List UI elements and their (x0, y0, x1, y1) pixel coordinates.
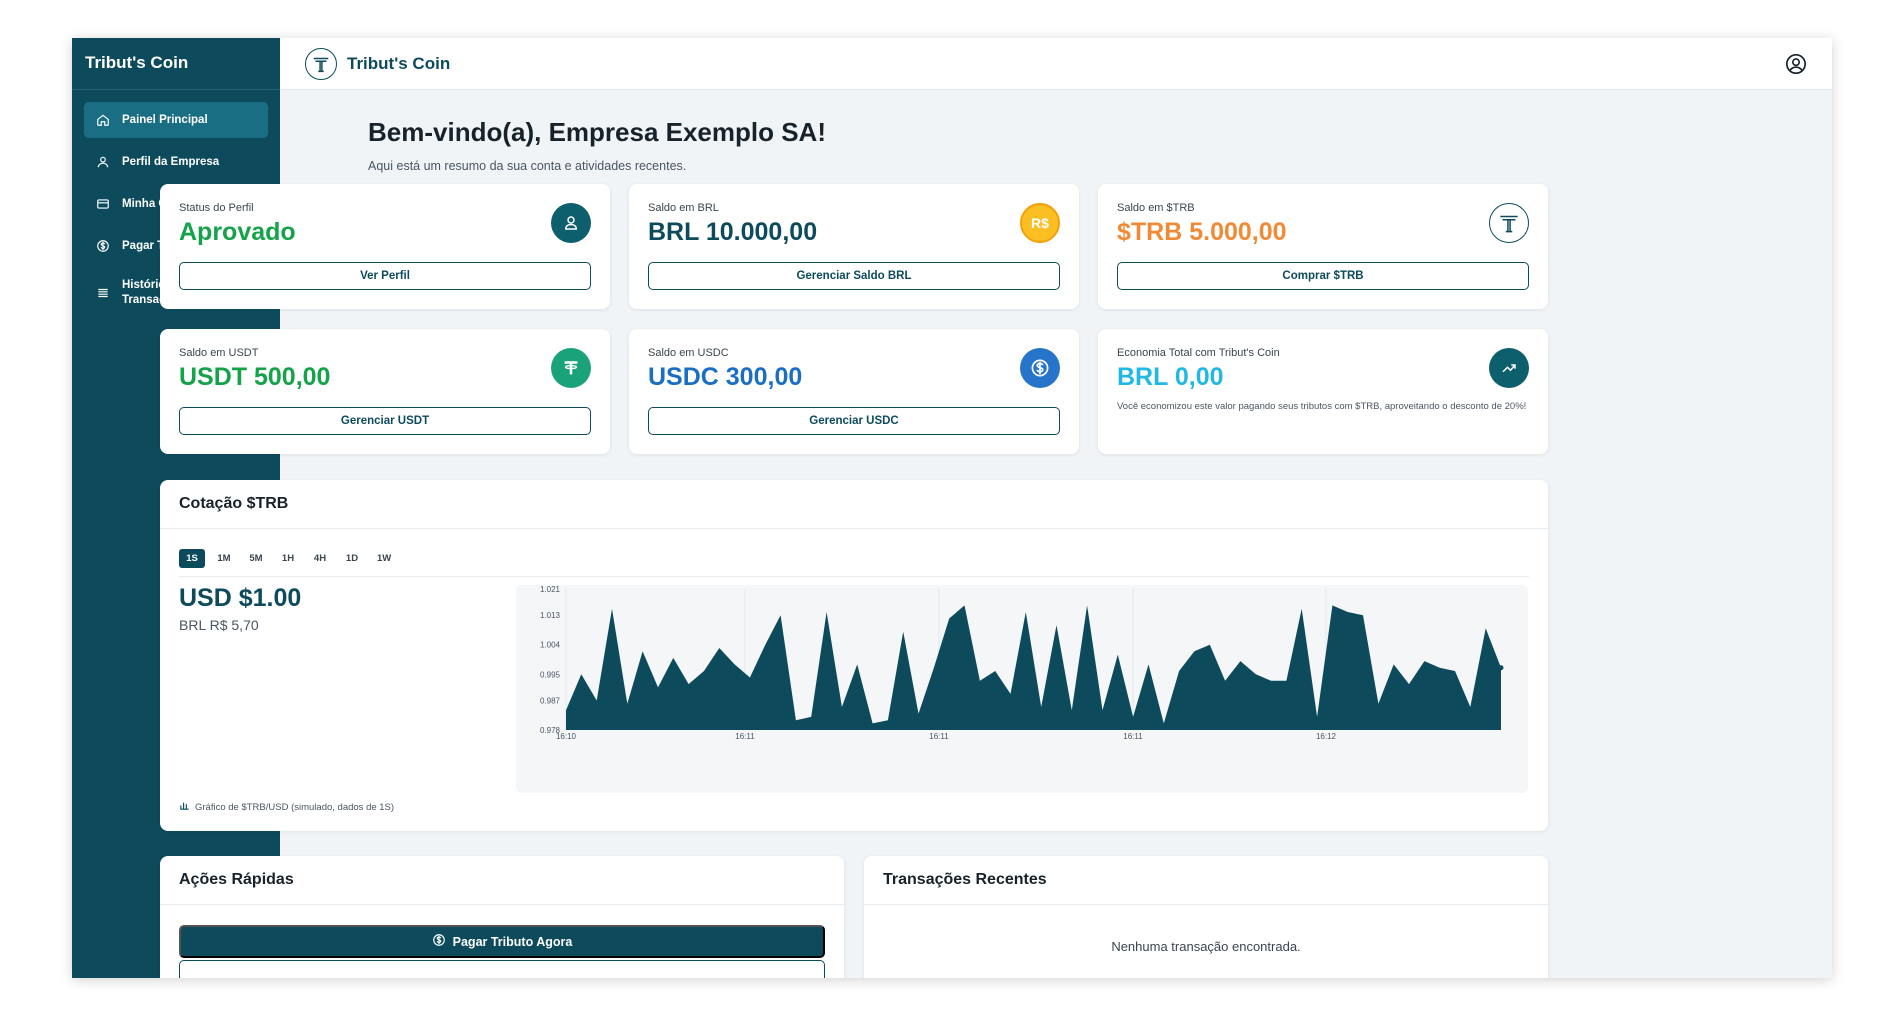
sidebar-item-painel-principal[interactable]: Painel Principal (84, 102, 268, 138)
tab-5m[interactable]: 5M (249, 553, 263, 564)
topbar: Tribut's Coin (280, 38, 1832, 90)
sidebar-item-label: Perfil da Empresa (122, 155, 220, 168)
dollar-circle-icon (432, 933, 446, 950)
tab-1w[interactable]: 1W (377, 553, 392, 564)
button-label: Pagar Tributo Agora (452, 934, 573, 949)
card-value: USDC 300,00 (648, 363, 803, 391)
tab-1m[interactable]: 1M (217, 553, 231, 564)
tether-icon (551, 348, 591, 388)
card-value: $TRB 5.000,00 (1117, 218, 1287, 246)
card-label: Saldo em $TRB (1117, 202, 1195, 214)
y-tick-label: 1.013 (540, 611, 561, 620)
tab-1h[interactable]: 1H (281, 553, 295, 564)
cotacao-trb-card: Cotação $TRB 1S 1M 5M 1H 4H 1D 1W USD $1… (160, 480, 1548, 831)
divider (179, 576, 1529, 577)
sidebar-item-perfil-empresa[interactable]: Perfil da Empresa (84, 144, 268, 180)
card-saldo-usdc: Saldo em USDC USDC 300,00 Gerenciar USDC (629, 329, 1079, 454)
transacoes-recentes-card: Transações Recentes Nenhuma transação en… (864, 856, 1548, 978)
price-chart: 1.021 1.013 1.004 0.995 0.987 0.978 16:10 16:11… (516, 585, 1528, 793)
user-icon (551, 203, 591, 243)
y-tick-label: 0.978 (540, 726, 561, 735)
y-tick-label: 0.987 (540, 696, 561, 705)
comprar-trb-button[interactable]: Comprar $TRB (1117, 262, 1529, 290)
list-icon (96, 286, 110, 300)
card-saldo-brl: Saldo em BRL BRL 10.000,00 R$ Gerenciar … (629, 184, 1079, 309)
user-account-icon[interactable] (1785, 53, 1807, 75)
timeframe-tabs: 1S 1M 5M 1H 4H 1D 1W (179, 549, 397, 568)
last-price-point (1498, 665, 1504, 671)
economia-note: Você economizou este valor pagando seus … (1117, 401, 1527, 412)
bar-chart-icon (179, 800, 190, 814)
dollar-circle-icon (96, 239, 110, 253)
wallet-icon (96, 197, 110, 211)
card-value: BRL 0,00 (1117, 363, 1224, 391)
gerenciar-usdt-button[interactable]: Gerenciar USDT (179, 407, 591, 435)
x-tick-label: 16:10 (556, 732, 577, 741)
x-tick-label: 16:11 (1123, 732, 1143, 741)
main-content: Bem-vindo(a), Empresa Exemplo SA! Aqui e… (280, 90, 1832, 978)
trb-coin-icon (1489, 203, 1529, 243)
y-tick-label: 0.995 (540, 670, 561, 679)
sidebar-brand: Tribut's Coin (72, 38, 280, 90)
secondary-action-button[interactable] (179, 960, 825, 978)
home-icon (96, 113, 110, 127)
page-subtitle: Aqui está um resumo da sua conta e ativi… (368, 159, 687, 173)
usd-price: USD $1.00 (179, 584, 302, 612)
card-label: Status do Perfil (179, 202, 254, 214)
acoes-rapidas-card: Ações Rápidas Pagar Tributo Agora (160, 856, 844, 978)
y-tick-label: 1.021 (540, 585, 561, 594)
card-label: Saldo em USDT (179, 347, 259, 359)
ver-perfil-button[interactable]: Ver Perfil (179, 262, 591, 290)
section-title: Ações Rápidas (160, 856, 844, 905)
card-label: Economia Total com Tribut's Coin (1117, 347, 1280, 359)
card-value: Aprovado (179, 218, 296, 246)
page-title: Bem-vindo(a), Empresa Exemplo SA! (368, 117, 826, 147)
card-status-perfil: Status do Perfil Aprovado Ver Perfil (160, 184, 610, 309)
section-title: Cotação $TRB (160, 480, 1548, 529)
x-tick-label: 16:12 (1316, 732, 1337, 741)
tab-1s[interactable]: 1S (179, 549, 205, 568)
card-value: USDT 500,00 (179, 363, 331, 391)
card-label: Saldo em BRL (648, 202, 719, 214)
x-tick-label: 16:11 (929, 732, 949, 741)
user-icon (96, 155, 110, 169)
gerenciar-saldo-brl-button[interactable]: Gerenciar Saldo BRL (648, 262, 1060, 290)
brl-coin-icon: R$ (1020, 203, 1060, 243)
card-label: Saldo em USDC (648, 347, 729, 359)
app-title: Tribut's Coin (347, 53, 451, 73)
card-saldo-trb: Saldo em $TRB $TRB 5.000,00 Comprar $TRB (1098, 184, 1548, 309)
tributs-coin-logo-icon (305, 47, 337, 80)
tab-4h[interactable]: 4H (313, 553, 327, 564)
gerenciar-usdc-button[interactable]: Gerenciar USDC (648, 407, 1060, 435)
card-value: BRL 10.000,00 (648, 218, 818, 246)
section-title: Transações Recentes (864, 856, 1548, 905)
usdc-icon (1020, 348, 1060, 388)
card-economia-total: Economia Total com Tribut's Coin BRL 0,0… (1098, 329, 1548, 454)
card-saldo-usdt: Saldo em USDT USDT 500,00 Gerenciar USDT (160, 329, 610, 454)
app-window: Tribut's Coin Painel Principal Perfil da… (72, 38, 1832, 978)
y-tick-label: 1.004 (540, 641, 561, 650)
x-tick-label: 16:11 (735, 732, 755, 741)
tab-1d[interactable]: 1D (345, 553, 359, 564)
pagar-tributo-button[interactable]: Pagar Tributo Agora (179, 925, 825, 958)
empty-state: Nenhuma transação encontrada. (1111, 939, 1301, 954)
sidebar-item-label: Painel Principal (122, 113, 208, 126)
brl-price: BRL R$ 5,70 (179, 617, 259, 633)
trending-up-icon (1489, 348, 1529, 388)
chart-caption: Gráfico de $TRB/USD (simulado, dados de … (179, 800, 394, 814)
price-area-series (566, 605, 1501, 730)
summary-cards: Status do Perfil Aprovado Ver Perfil Sal… (160, 184, 1548, 454)
